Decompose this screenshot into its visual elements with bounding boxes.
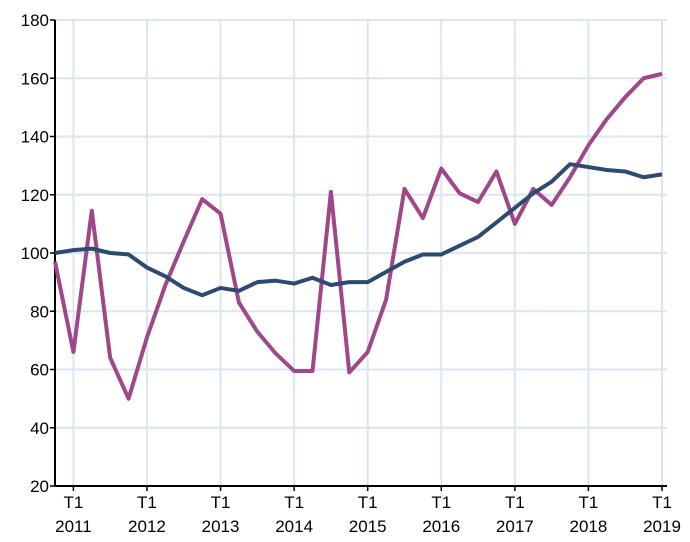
series-line <box>53 71 663 401</box>
y-tick-label: 100 <box>21 244 49 263</box>
y-tick-label: 60 <box>30 361 49 380</box>
x-tick-label: T1 2018 <box>570 493 608 536</box>
y-tick-label: 80 <box>30 302 49 321</box>
x-tick-label: T1 2012 <box>128 493 166 536</box>
y-tick-label: 160 <box>21 69 49 88</box>
y-tick-label: 180 <box>21 11 49 30</box>
series-line <box>54 162 663 298</box>
x-tick-label: T1 2019 <box>643 493 681 536</box>
x-tick-label: T1 2015 <box>349 493 387 536</box>
x-tick-label: T1 2016 <box>422 493 460 536</box>
y-tick-label: 20 <box>30 477 49 496</box>
x-tick-label: T1 2014 <box>275 493 313 536</box>
y-tick-label: 40 <box>30 419 49 438</box>
y-tick-label: 120 <box>21 186 49 205</box>
x-tick-label: T1 2013 <box>202 493 240 536</box>
x-tick-label: T1 2011 <box>55 493 92 536</box>
y-tick-label: 140 <box>21 128 49 147</box>
x-tick-label: T1 2017 <box>496 493 534 536</box>
